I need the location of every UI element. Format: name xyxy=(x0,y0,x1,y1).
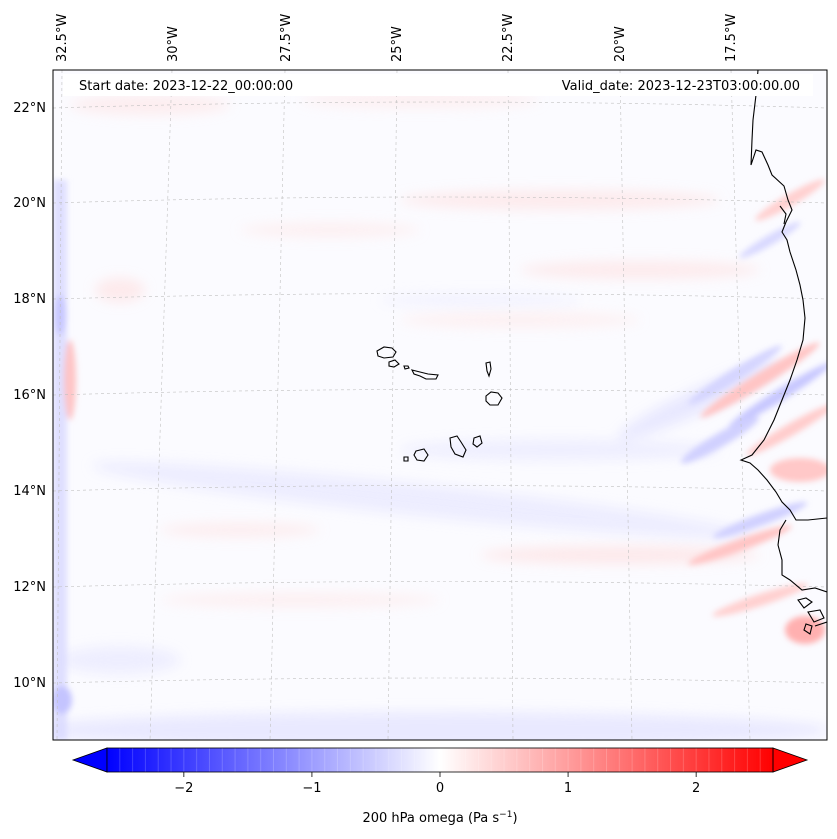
colorbar-gradient xyxy=(107,748,773,772)
island-sal xyxy=(485,361,492,378)
island-fogo xyxy=(413,448,429,462)
lat-label-16n: 16°N xyxy=(13,388,46,403)
island-brava xyxy=(403,456,409,462)
lat-label-14n: 14°N xyxy=(13,484,46,499)
island-santo-antao xyxy=(376,346,397,359)
island-boa-vista xyxy=(485,391,503,406)
colorbar-ticks: −2 −1 0 1 2 xyxy=(174,772,700,796)
island-sao-nicolau xyxy=(410,369,439,380)
latitude-labels: 22°N 20°N 18°N 16°N 14°N 12°N 10°N xyxy=(13,101,46,691)
colorbar-tick-label: −1 xyxy=(302,781,321,796)
colorbar-tick-label: −2 xyxy=(174,781,193,796)
lon-label-20w: 20°W xyxy=(613,26,628,62)
map-frame xyxy=(52,69,828,741)
lat-label-10n: 10°N xyxy=(13,676,46,691)
lon-label-32-5w: 32.5°W xyxy=(55,14,70,62)
lat-label-20n: 20°N xyxy=(13,196,46,211)
date-header-box xyxy=(63,74,813,96)
colorbar-min-arrow xyxy=(71,747,108,773)
colorbar-tick-label: 2 xyxy=(692,781,700,796)
colorbar-units-label: 200 hPa omega (Pa s−1) xyxy=(362,810,517,826)
africa-coastline xyxy=(739,70,827,635)
longitude-labels: 32.5°W 30°W 27.5°W 25°W 22.5°W 20°W 17.5… xyxy=(55,14,739,62)
colorbar-tick-label: 1 xyxy=(564,781,572,796)
island-santiago xyxy=(449,435,467,458)
island-sao-vicente xyxy=(388,359,400,368)
cape-verde-islands xyxy=(376,346,503,462)
colorbar-bands xyxy=(119,748,761,772)
lon-label-27-5w: 27.5°W xyxy=(279,14,294,62)
lon-label-25w: 25°W xyxy=(390,26,405,62)
colorbar: −2 −1 0 1 2 200 hPa omega (Pa s−1) xyxy=(71,747,809,826)
map-panel: Start date: 2023-12-22_00:00:00 Valid_da… xyxy=(52,69,828,741)
start-date-label: Start date: 2023-12-22_00:00:00 xyxy=(79,79,293,94)
island-santa-luzia xyxy=(403,365,410,370)
lon-label-30w: 30°W xyxy=(166,26,181,62)
lat-label-18n: 18°N xyxy=(13,292,46,307)
island-maio xyxy=(472,435,483,448)
lat-label-12n: 12°N xyxy=(13,580,46,595)
valid-date-label: Valid_date: 2023-12-23T03:00:00.00 xyxy=(562,79,800,94)
lon-label-22-5w: 22.5°W xyxy=(501,14,516,62)
lon-label-17-5w: 17.5°W xyxy=(724,14,739,62)
colorbar-max-arrow xyxy=(772,747,809,773)
colorbar-tick-label: 0 xyxy=(436,781,444,796)
lat-label-22n: 22°N xyxy=(13,101,46,116)
gridlines xyxy=(53,70,827,740)
